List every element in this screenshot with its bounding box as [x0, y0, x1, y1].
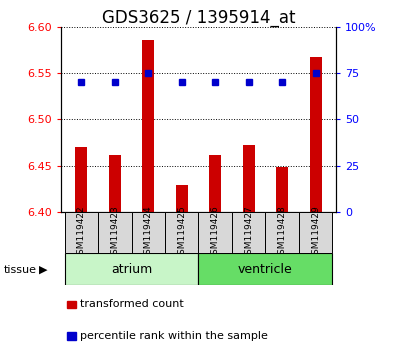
Bar: [143, 40, 154, 212]
Text: GSM119427: GSM119427: [244, 205, 253, 260]
Bar: [243, 145, 254, 212]
Bar: [209, 155, 221, 212]
Bar: [199, 212, 232, 253]
Bar: [232, 212, 265, 253]
Text: ventricle: ventricle: [238, 263, 293, 275]
Text: GSM119424: GSM119424: [144, 205, 153, 260]
Bar: [165, 212, 198, 253]
Text: GSM119429: GSM119429: [311, 205, 320, 260]
Text: ▶: ▶: [39, 265, 47, 275]
Bar: [75, 147, 87, 212]
Text: GSM119425: GSM119425: [177, 205, 186, 260]
Text: tissue: tissue: [4, 265, 37, 275]
Bar: [299, 212, 333, 253]
Bar: [310, 57, 322, 212]
Title: GDS3625 / 1395914_at: GDS3625 / 1395914_at: [102, 8, 295, 27]
Text: GSM119426: GSM119426: [211, 205, 220, 260]
Text: percentile rank within the sample: percentile rank within the sample: [80, 331, 268, 341]
Text: GSM119422: GSM119422: [77, 205, 86, 260]
Bar: [199, 253, 333, 285]
Bar: [265, 212, 299, 253]
Bar: [176, 184, 188, 212]
Bar: [64, 212, 98, 253]
Text: atrium: atrium: [111, 263, 152, 275]
Text: GSM119423: GSM119423: [110, 205, 119, 260]
Bar: [132, 212, 165, 253]
Bar: [64, 253, 199, 285]
Bar: [276, 167, 288, 212]
Bar: [98, 212, 132, 253]
Text: transformed count: transformed count: [80, 299, 184, 309]
Bar: [109, 155, 120, 212]
Text: GSM119428: GSM119428: [278, 205, 287, 260]
